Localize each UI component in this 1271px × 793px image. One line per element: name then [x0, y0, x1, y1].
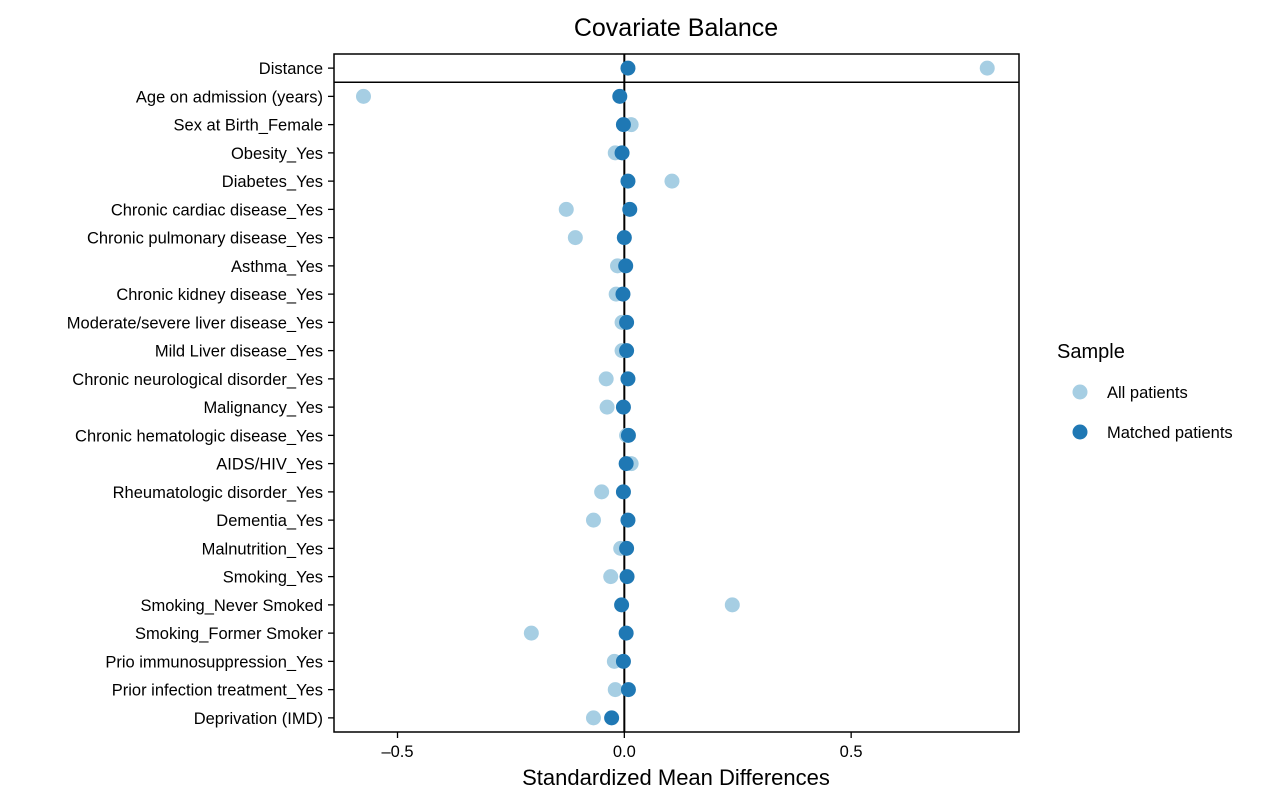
chart-title: Covariate Balance [574, 14, 778, 42]
point-matched-patients-chronic-pulmonary-disease-yes [616, 230, 632, 246]
y-tick-label-chronic-cardiac-disease-yes: Chronic cardiac disease_Yes [111, 201, 323, 219]
y-tick-label-obesity-yes: Obesity_Yes [231, 145, 323, 163]
y-tick-label-mild-liver-disease-yes: Mild Liver disease_Yes [155, 343, 323, 361]
point-matched-patients-age-on-admission-years [612, 88, 628, 104]
y-tick-label-moderate-severe-liver-disease-yes: Moderate/severe liver disease_Yes [67, 314, 323, 332]
point-matched-patients-chronic-hematologic-disease-yes [620, 427, 636, 443]
point-all-patients-smoking-former-smoker [523, 625, 539, 641]
y-tick-label-deprivation-imd: Deprivation (IMD) [194, 710, 323, 728]
y-tick-label-chronic-hematologic-disease-yes: Chronic hematologic disease_Yes [75, 427, 323, 445]
legend: Sample All patients Matched patients [1057, 341, 1233, 442]
point-matched-patients-deprivation-imd [604, 710, 620, 726]
x-axis-title: Standardized Mean Differences [522, 765, 830, 790]
point-all-patients-prior-infection-treatment-yes [607, 682, 623, 698]
y-tick-label-prio-immunosuppression-yes: Prio immunosuppression_Yes [105, 653, 323, 671]
point-matched-patients-malignancy-yes [615, 399, 631, 415]
point-matched-patients-smoking-former-smoker [618, 625, 634, 641]
point-all-patients-diabetes-yes [664, 173, 680, 189]
point-matched-patients-dementia-yes [620, 512, 636, 528]
point-all-patients-chronic-pulmonary-disease-yes [567, 230, 583, 246]
point-all-patients-age-on-admission-years [355, 88, 371, 104]
x-tick-label-2: 0.5 [840, 743, 863, 761]
y-tick-label-chronic-pulmonary-disease-yes: Chronic pulmonary disease_Yes [87, 230, 323, 248]
y-tick-label-asthma-yes: Asthma_Yes [231, 258, 323, 276]
y-tick-label-distance: Distance [259, 60, 323, 78]
series-matched-patients [604, 60, 638, 726]
point-matched-patients-rheumatologic-disorder-yes [615, 484, 631, 500]
point-matched-patients-smoking-never-smoked [614, 597, 630, 613]
point-all-patients-smoking-yes [603, 569, 619, 585]
point-matched-patients-distance [620, 60, 636, 76]
point-matched-patients-chronic-neurological-disorder-yes [620, 371, 636, 387]
point-all-patients-dementia-yes [585, 512, 601, 528]
point-matched-patients-mild-liver-disease-yes [619, 343, 635, 359]
plot-panel [333, 53, 1020, 733]
y-tick-label-age-on-admission-years: Age on admission (years) [136, 88, 323, 106]
point-all-patients-chronic-neurological-disorder-yes [598, 371, 614, 387]
y-tick-label-dementia-yes: Dementia_Yes [216, 512, 323, 530]
y-tick-label-chronic-kidney-disease-yes: Chronic kidney disease_Yes [116, 286, 323, 304]
y-tick-label-chronic-neurological-disorder-yes: Chronic neurological disorder_Yes [72, 371, 323, 389]
point-all-patients-chronic-cardiac-disease-yes [558, 201, 574, 217]
point-all-patients-malignancy-yes [599, 399, 615, 415]
x-axis: –0.5 0.0 0.5 [381, 732, 863, 761]
series-all-patients [355, 60, 995, 726]
point-matched-patients-malnutrition-yes [619, 540, 635, 556]
point-matched-patients-aids-hiv-yes [618, 456, 634, 472]
y-tick-label-rheumatologic-disorder-yes: Rheumatologic disorder_Yes [113, 484, 323, 502]
y-tick-label-aids-hiv-yes: AIDS/HIV_Yes [216, 456, 323, 474]
y-tick-label-malnutrition-yes: Malnutrition_Yes [202, 540, 323, 558]
legend-title: Sample [1057, 341, 1125, 363]
x-tick-label-0: –0.5 [381, 743, 413, 761]
y-tick-label-smoking-never-smoked: Smoking_Never Smoked [141, 597, 324, 615]
y-axis: Distance Age on admission (years) Sex at B… [67, 60, 334, 728]
legend-label-all-patients: All patients [1107, 384, 1188, 402]
point-matched-patients-prio-immunosuppression-yes [615, 653, 631, 669]
legend-swatch-all-patients [1072, 384, 1088, 400]
y-tick-label-prior-infection-treatment-yes: Prior infection treatment_Yes [112, 682, 323, 700]
y-tick-label-smoking-yes: Smoking_Yes [223, 569, 323, 587]
point-matched-patients-sex-at-birth-female [615, 117, 631, 133]
point-matched-patients-diabetes-yes [620, 173, 636, 189]
point-matched-patients-chronic-kidney-disease-yes [615, 286, 631, 302]
y-tick-label-smoking-former-smoker: Smoking_Former Smoker [135, 625, 323, 643]
point-all-patients-deprivation-imd [585, 710, 601, 726]
legend-label-matched-patients: Matched patients [1107, 424, 1233, 442]
point-matched-patients-chronic-cardiac-disease-yes [622, 201, 638, 217]
point-matched-patients-asthma-yes [618, 258, 634, 274]
x-tick-label-1: 0.0 [613, 743, 636, 761]
point-all-patients-distance [979, 60, 995, 76]
y-tick-label-diabetes-yes: Diabetes_Yes [222, 173, 323, 191]
point-matched-patients-smoking-yes [619, 569, 635, 585]
point-matched-patients-moderate-severe-liver-disease-yes [619, 314, 635, 330]
point-matched-patients-prior-infection-treatment-yes [620, 682, 636, 698]
point-all-patients-rheumatologic-disorder-yes [594, 484, 610, 500]
y-tick-label-malignancy-yes: Malignancy_Yes [203, 399, 323, 417]
point-matched-patients-obesity-yes [614, 145, 630, 161]
point-all-patients-smoking-never-smoked [724, 597, 740, 613]
legend-swatch-matched-patients [1072, 424, 1088, 440]
y-tick-label-sex-at-birth-female: Sex at Birth_Female [174, 117, 323, 135]
